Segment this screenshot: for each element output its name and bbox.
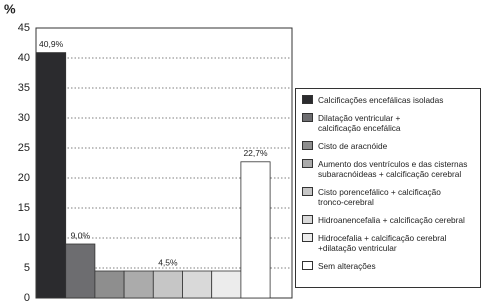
legend-swatch [302, 187, 313, 196]
legend-item: Sem alterações [302, 261, 476, 271]
legend-label: Hidroanencefalia + calcificação cerebral [318, 215, 465, 225]
y-tick-label: 40 [18, 52, 30, 64]
legend-swatch [302, 159, 313, 168]
y-tick-label: 5 [24, 262, 30, 274]
legend-label: Aumento dos ventrículos e das cisternas … [318, 159, 468, 179]
value-label: 40,9% [39, 39, 64, 49]
legend-label: Calcificações encefálicas isoladas [318, 95, 444, 105]
legend-label: Hidrocefalia + calcificação cerebral +di… [318, 233, 447, 253]
legend-label: Sem alterações [318, 261, 376, 271]
y-tick-label: 0 [24, 292, 30, 303]
value-label: 9,0% [71, 230, 91, 240]
legend-label: Dilatação ventricular + calcificação enc… [318, 113, 401, 133]
legend: Calcificações encefálicas isoladas Dilata… [295, 88, 481, 288]
legend-swatch [302, 233, 313, 242]
legend-item: Cisto de aracnóide [302, 141, 476, 151]
y-tick-label: 25 [18, 142, 30, 154]
legend-item: Aumento dos ventrículos e das cisternas … [302, 159, 476, 179]
value-label: 22,7% [243, 148, 268, 158]
y-tick-label: 35 [18, 82, 30, 94]
legend-item: Dilatação ventricular + calcificação enc… [302, 113, 476, 133]
bar [36, 52, 67, 299]
legend-item: Hidrocefalia + calcificação cerebral +di… [302, 233, 476, 253]
bar [65, 243, 96, 299]
legend-swatch [302, 113, 313, 122]
bar [240, 161, 271, 299]
bar [94, 270, 125, 299]
y-axis-label: % [4, 1, 16, 16]
legend-label: Cisto porencefálico + calcificação tronc… [318, 187, 441, 207]
value-label: 4,5% [158, 257, 178, 267]
bar [152, 270, 183, 299]
bar [123, 270, 154, 299]
y-tick-label: 10 [18, 232, 30, 244]
y-tick-label: 20 [18, 172, 30, 184]
legend-item: Cisto porencefálico + calcificação tronc… [302, 187, 476, 207]
bar [211, 270, 242, 299]
y-tick-label: 30 [18, 112, 30, 124]
legend-swatch [302, 215, 313, 224]
legend-swatch [302, 95, 313, 104]
y-tick-label: 45 [18, 22, 30, 34]
y-tick-label: 15 [18, 202, 30, 214]
legend-item: Hidroanencefalia + calcificação cerebral [302, 215, 476, 225]
bar [182, 270, 213, 299]
legend-item: Calcificações encefálicas isoladas [302, 95, 476, 105]
legend-label: Cisto de aracnóide [318, 141, 388, 151]
legend-swatch [302, 141, 313, 150]
legend-swatch [302, 261, 313, 270]
